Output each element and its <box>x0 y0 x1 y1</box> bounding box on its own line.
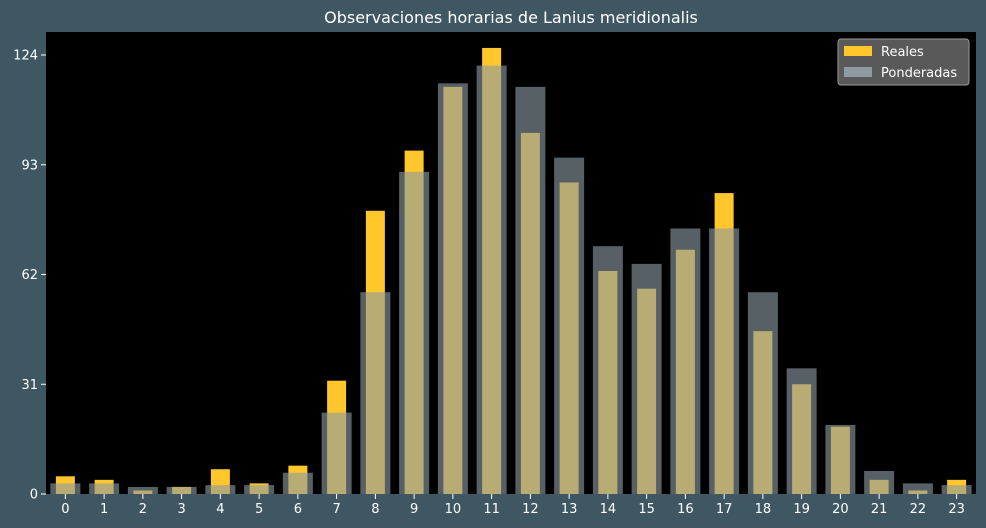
x-tick-label-20: 20 <box>832 502 849 517</box>
x-tick-label-6: 6 <box>294 502 302 517</box>
x-tick-label-12: 12 <box>522 502 539 517</box>
x-tick-label-13: 13 <box>561 502 578 517</box>
x-tick-label-21: 21 <box>871 502 888 517</box>
bar-ponderadas-6 <box>282 472 313 494</box>
x-tick-label-16: 16 <box>677 502 694 517</box>
x-tick-label-2: 2 <box>139 502 147 517</box>
x-tick-label-14: 14 <box>600 502 617 517</box>
y-tick-label-124: 124 <box>13 49 38 64</box>
bar-ponderadas-15 <box>631 263 662 494</box>
bar-ponderadas-22 <box>902 483 933 494</box>
y-tick-label-93: 93 <box>21 158 38 173</box>
y-tick-label-62: 62 <box>21 268 38 283</box>
bar-ponderadas-11 <box>476 65 507 494</box>
x-tick-label-19: 19 <box>793 502 810 517</box>
bar-ponderadas-18 <box>747 292 778 494</box>
x-tick-label-0: 0 <box>61 502 69 517</box>
bar-ponderadas-2 <box>127 486 158 494</box>
x-tick-label-8: 8 <box>371 502 379 517</box>
x-tick-label-3: 3 <box>177 502 185 517</box>
x-tick-label-15: 15 <box>638 502 655 517</box>
bar-ponderadas-3 <box>166 486 197 494</box>
x-tick-label-23: 23 <box>948 502 965 517</box>
x-tick-label-18: 18 <box>755 502 772 517</box>
chart-title: Observaciones horarias de Lanius meridio… <box>324 8 698 27</box>
bar-ponderadas-12 <box>515 86 546 494</box>
x-tick-label-9: 9 <box>410 502 418 517</box>
bar-ponderadas-8 <box>360 292 391 494</box>
legend-swatch-reales <box>844 46 872 56</box>
bar-ponderadas-0 <box>50 483 81 494</box>
x-tick-label-4: 4 <box>216 502 224 517</box>
bar-ponderadas-7 <box>321 412 352 494</box>
bar-ponderadas-10 <box>437 83 468 494</box>
bar-ponderadas-14 <box>592 246 623 494</box>
x-tick-label-1: 1 <box>100 502 108 517</box>
x-tick-label-17: 17 <box>716 502 733 517</box>
x-tick-label-7: 7 <box>332 502 340 517</box>
bar-ponderadas-4 <box>205 485 236 494</box>
bar-ponderadas-19 <box>786 368 817 494</box>
bar-ponderadas-23 <box>941 485 972 494</box>
legend-label-reales: Reales <box>881 45 924 60</box>
legend-label-ponderadas: Ponderadas <box>881 66 957 81</box>
legend-swatch-ponderadas <box>844 67 872 77</box>
bar-ponderadas-1 <box>89 483 120 494</box>
y-tick-label-0: 0 <box>30 488 38 503</box>
x-tick-label-10: 10 <box>445 502 462 517</box>
plot-area <box>46 32 976 494</box>
bar-ponderadas-17 <box>709 228 740 494</box>
bar-ponderadas-16 <box>670 228 701 494</box>
bar-ponderadas-13 <box>554 157 585 494</box>
bar-ponderadas-21 <box>864 470 895 494</box>
bar-ponderadas-20 <box>825 424 856 494</box>
x-tick-label-5: 5 <box>255 502 263 517</box>
x-tick-label-22: 22 <box>910 502 927 517</box>
bar-ponderadas-5 <box>244 485 275 494</box>
bar-ponderadas-9 <box>399 171 430 494</box>
y-tick-label-31: 31 <box>21 378 38 393</box>
x-tick-label-11: 11 <box>483 502 500 517</box>
